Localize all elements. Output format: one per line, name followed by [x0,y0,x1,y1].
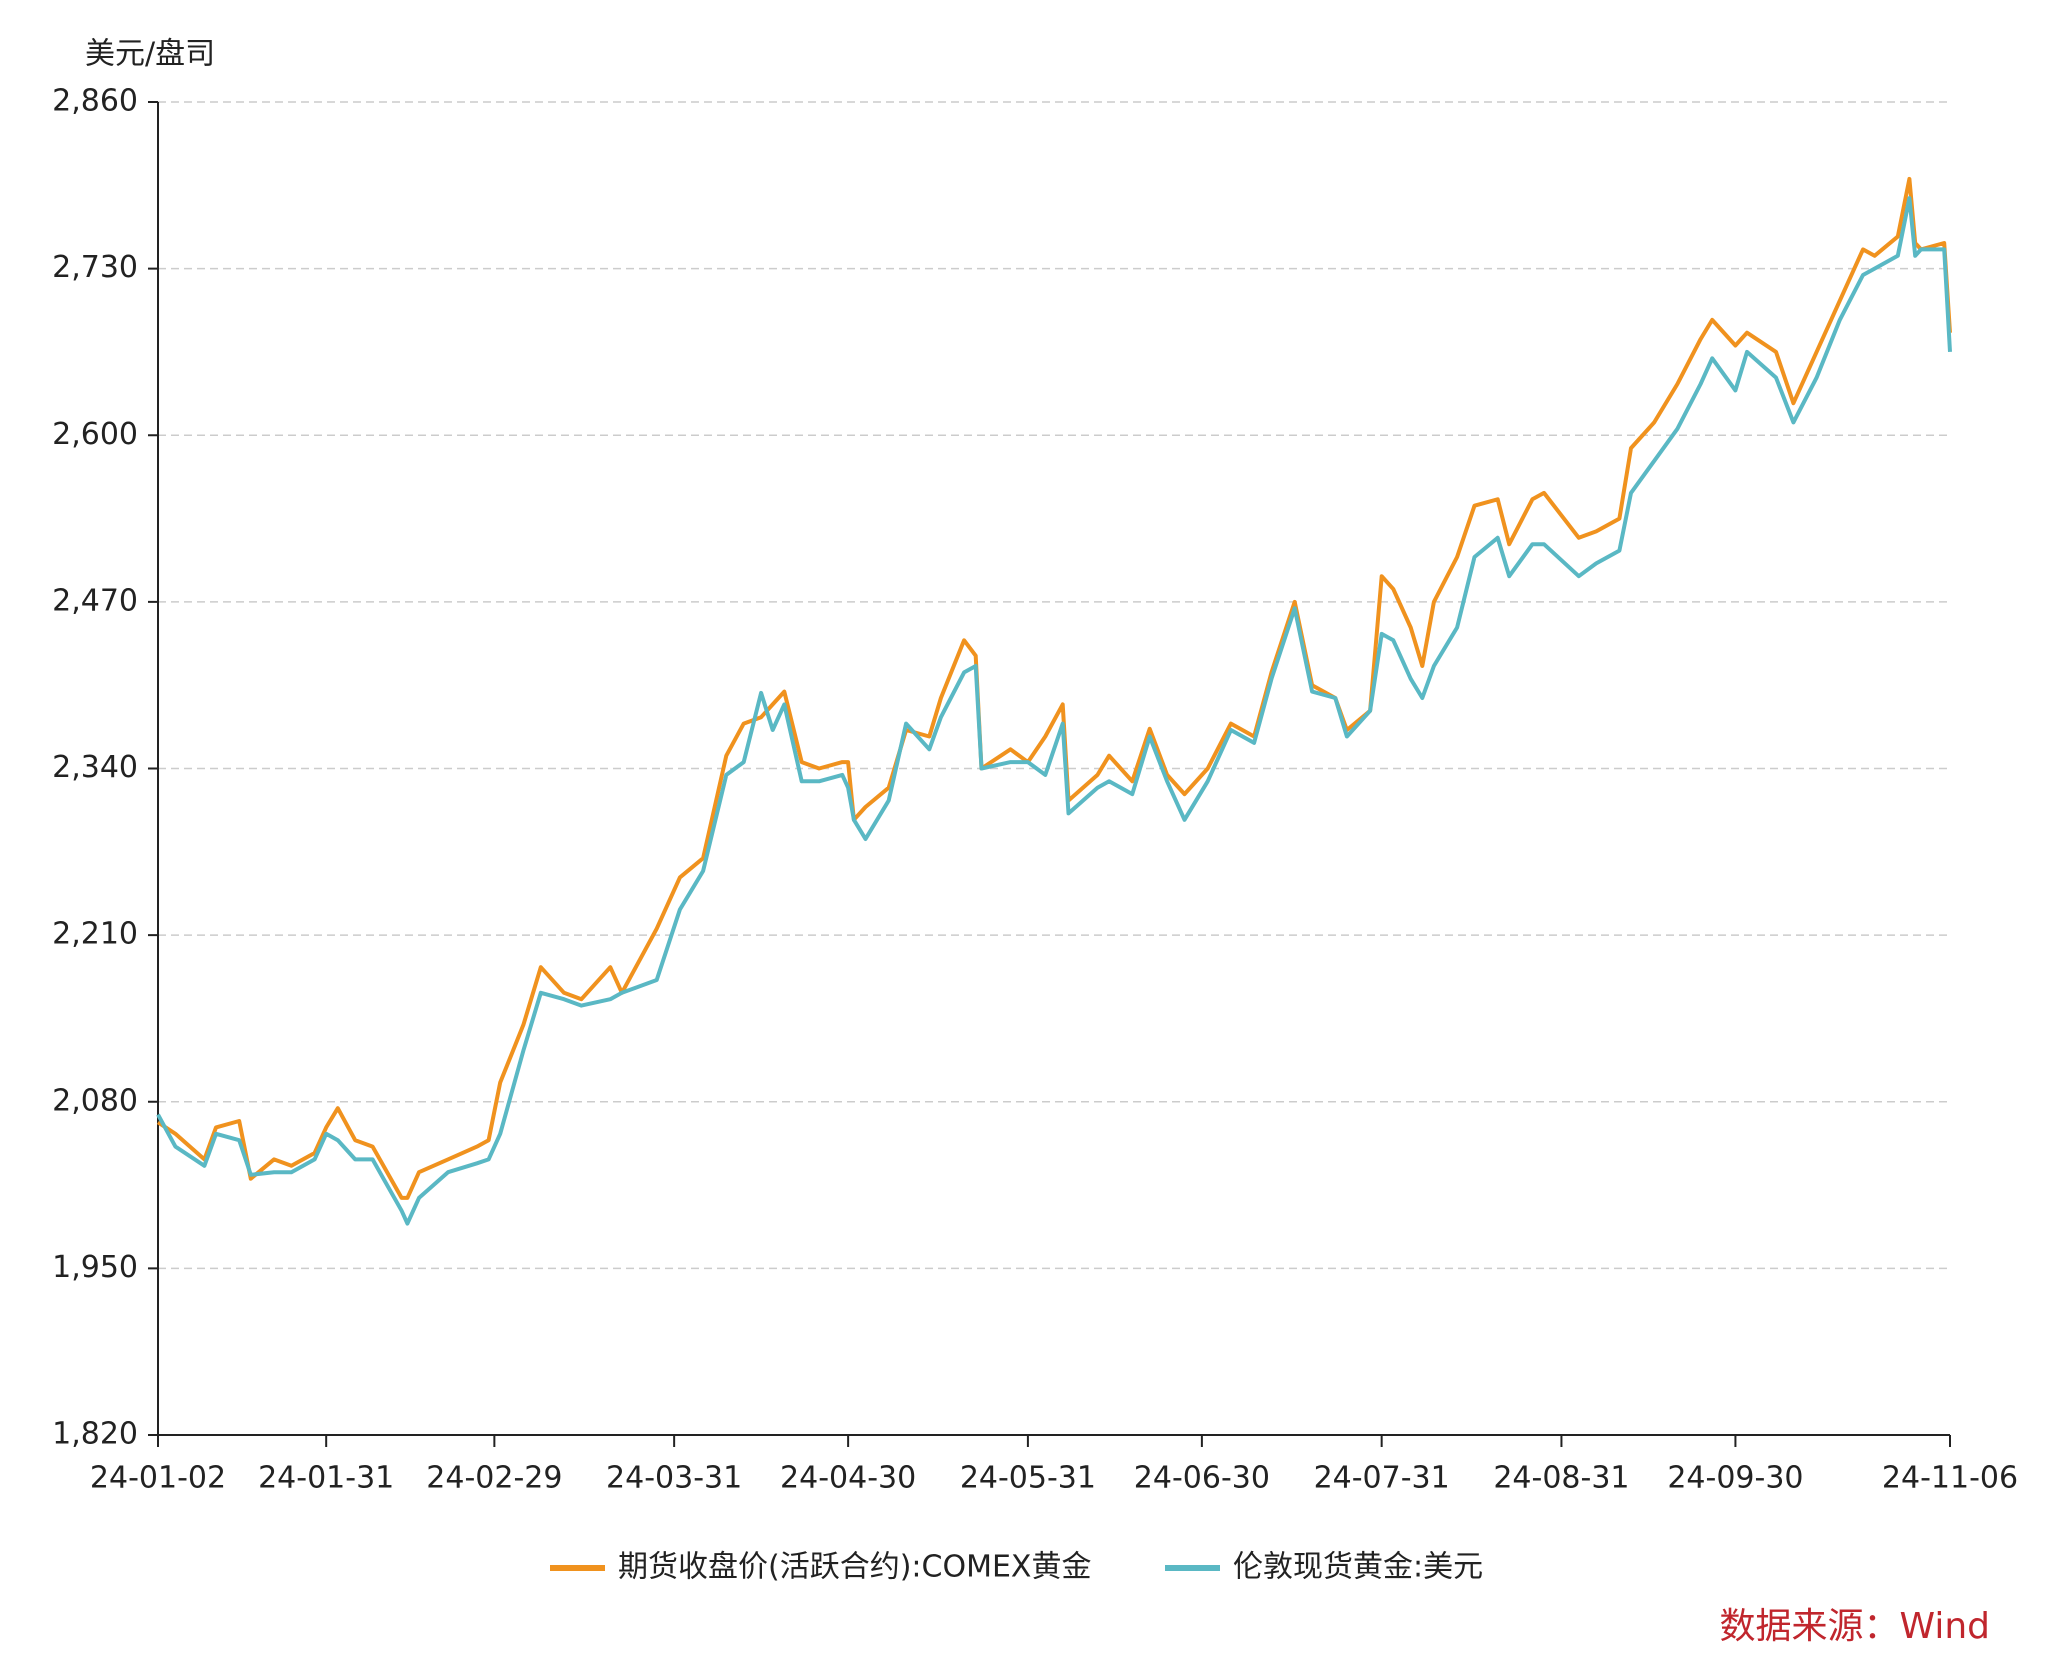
source: 数据来源：Wind [1720,1606,1990,1647]
series-line [156,176,1952,1200]
y-tick-label: 2,340 [52,750,138,785]
y-tick-label: 1,820 [52,1417,138,1452]
x-tick-label: 24-07-31 [1314,1461,1450,1496]
x-tick-label: 24-06-30 [1134,1461,1270,1496]
y-tick-label: 2,600 [52,417,138,452]
y-tick-label: 2,080 [52,1083,138,1118]
series-line [156,196,1952,1226]
y-tick-label: 2,210 [52,917,138,952]
x-tick-label: 24-08-31 [1493,1461,1629,1496]
y-tick-label: 2,860 [52,84,138,119]
x-tick-label: 24-04-30 [780,1461,916,1496]
x-tick-label: 24-09-30 [1667,1461,1803,1496]
legend-label: 伦敦现货黄金:美元 [1233,1550,1483,1585]
x-tick-label: 24-05-31 [960,1461,1096,1496]
y-tick-label: 2,470 [52,583,138,618]
x-tick-label: 24-01-31 [258,1461,394,1496]
legend-label: 期货收盘价(活跃合约):COMEX黄金 [618,1550,1091,1585]
x-tick-label: 24-03-31 [606,1461,742,1496]
y-axis-label: 美元/盘司 [85,37,215,72]
y-tick-label: 2,730 [52,250,138,285]
x-tick-label: 24-11-06 [1882,1461,2018,1496]
x-tick-label: 24-02-29 [426,1461,562,1496]
y-tick-label: 1,950 [52,1250,138,1285]
x-tick-label: 24-01-02 [90,1461,226,1496]
